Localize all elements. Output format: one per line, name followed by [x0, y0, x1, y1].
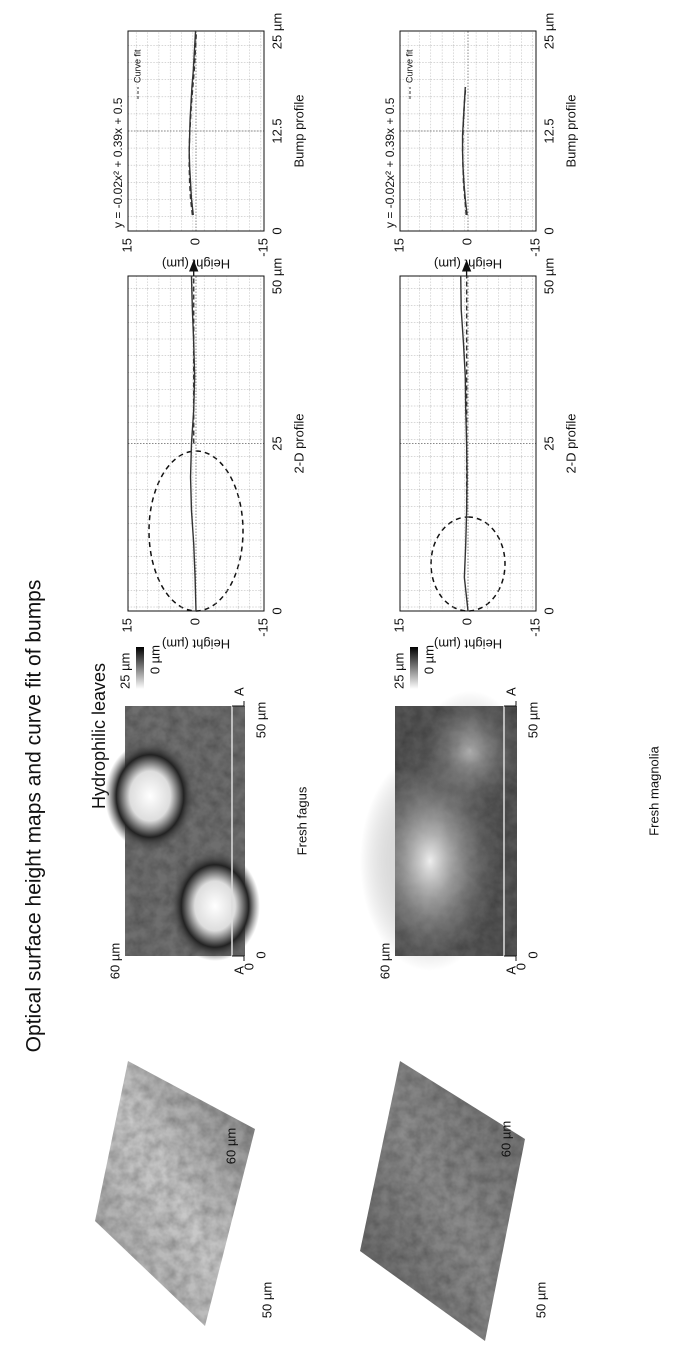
map-x-max: 50 µm [525, 702, 540, 738]
y-tick-label: 15 [119, 618, 134, 632]
colorbar-label: 25 µm [391, 653, 406, 689]
x-tick-label: 12.5 [269, 118, 284, 143]
legend-label: Curve fit [132, 49, 142, 83]
colorbar-label: 25 µm [117, 653, 132, 689]
x-tick-label: 25 [269, 436, 284, 450]
data-line [188, 30, 198, 216]
y-tick-label: 0 [187, 618, 202, 625]
colorbar-label: 0 µm [421, 645, 436, 674]
x-axis-label: Bump profile [563, 95, 578, 168]
section-label: A [503, 966, 518, 975]
y-axis-label: Height (µm) [162, 637, 230, 652]
map-origin: 0 [525, 951, 540, 958]
map-origin: 0 [513, 963, 528, 970]
x-tick-label: 25 [541, 436, 556, 450]
y-tick-label: 0 [187, 238, 202, 245]
height-map [105, 706, 260, 961]
plot-area [128, 276, 264, 611]
figure-title: Optical surface height maps and curve fi… [23, 580, 46, 1053]
surface-x-label: 50 µm [259, 1282, 274, 1318]
x-axis-label: Bump profile [291, 95, 306, 168]
equation: y = -0.02x² + 0.39x + 0.5 [111, 97, 125, 228]
surface-3d [95, 1061, 255, 1326]
y-axis-label: Height (µm) [434, 257, 502, 272]
row-label: Fresh fagus [294, 786, 309, 855]
map-origin: 0 [241, 963, 256, 970]
legend-label: Curve fit [404, 49, 414, 83]
data-line [189, 275, 197, 612]
colorbar [410, 647, 418, 689]
equation: y = -0.02x² + 0.39x + 0.5 [383, 97, 397, 228]
y-axis-label: Height (µm) [162, 257, 230, 272]
data-line [461, 86, 467, 216]
y-tick-label: 0 [459, 618, 474, 625]
section-marker [504, 701, 517, 961]
y-tick-label: -15 [255, 238, 270, 257]
x-tick-label: 0 [541, 227, 556, 234]
x-tick-label: 50 µm [541, 258, 556, 294]
x-tick-label: 12.5 [541, 118, 556, 143]
x-tick-label: 0 [269, 227, 284, 234]
map-y-max: 60 µm [107, 943, 122, 979]
y-tick-label: 0 [459, 238, 474, 245]
plot-area [400, 276, 536, 611]
surface-y-label: 60 µm [223, 1128, 238, 1164]
colorbar [136, 647, 144, 689]
x-axis-label: 2-D profile [563, 414, 578, 474]
section-label: A [503, 687, 518, 696]
x-axis-label: 2-D profile [291, 414, 306, 474]
x-tick-label: 0 [541, 607, 556, 614]
map-x-max: 50 µm [253, 702, 268, 738]
map-origin: 0 [253, 951, 268, 958]
y-tick-label: 15 [391, 238, 406, 252]
y-tick-label: 15 [391, 618, 406, 632]
y-tick-label: -15 [527, 238, 542, 257]
x-tick-label: 0 [269, 607, 284, 614]
y-tick-label: -15 [255, 618, 270, 637]
surface-3d [360, 1061, 525, 1341]
section-label: A [231, 966, 246, 975]
surface-x-label: 50 µm [533, 1282, 548, 1318]
x-tick-label: 50 µm [269, 258, 284, 294]
x-tick-label: 25 µm [269, 13, 284, 49]
row-label: Fresh magnolia [646, 745, 661, 835]
height-map [360, 691, 520, 971]
section-marker [232, 701, 245, 961]
colorbar-label: 0 µm [147, 645, 162, 674]
x-tick-label: 25 µm [541, 13, 556, 49]
section-label: A [231, 687, 246, 696]
map-y-max: 60 µm [377, 943, 392, 979]
plot-frame [399, 30, 537, 232]
y-tick-label: 15 [119, 238, 134, 252]
y-tick-label: -15 [527, 618, 542, 637]
y-axis-label: Height (µm) [434, 637, 502, 652]
surface-y-label: 60 µm [498, 1121, 513, 1157]
figure-subtitle: Hydrophilic leaves [89, 663, 109, 809]
